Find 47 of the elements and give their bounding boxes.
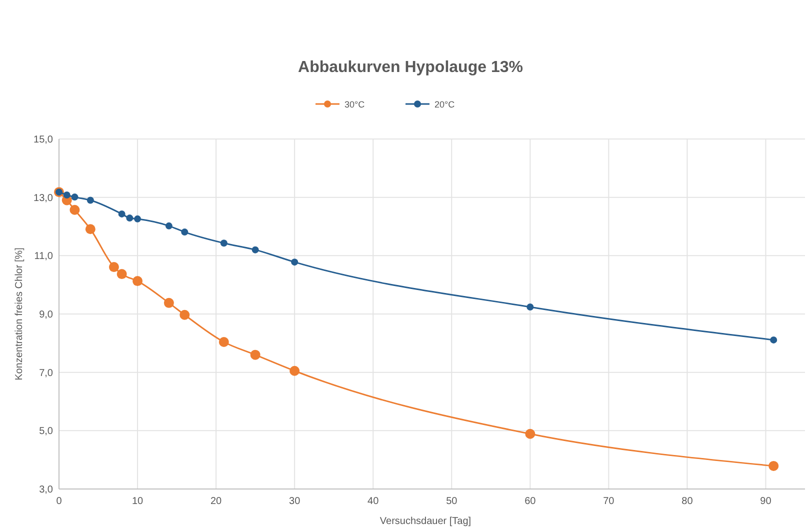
point: [70, 204, 80, 215]
point: [218, 337, 229, 347]
legend-label: 30°C: [344, 100, 366, 110]
point: [770, 336, 778, 344]
y-tick-label: 7,0: [39, 368, 54, 379]
point: [180, 310, 190, 320]
point: [134, 215, 142, 222]
point: [250, 350, 260, 360]
x-tick-label: 40: [368, 496, 380, 507]
point: [116, 269, 127, 280]
point: [181, 228, 188, 236]
y-tick-label: 5,0: [39, 426, 54, 438]
point: [86, 196, 94, 204]
chart-title: Abbaukurven Hypolauge 13%: [298, 59, 523, 76]
point: [165, 222, 172, 230]
y-tick-label: 11,0: [34, 251, 54, 262]
x-axis-title: Versuchsdauer [Tag]: [380, 516, 472, 527]
point: [71, 194, 78, 201]
point: [291, 258, 298, 266]
point: [132, 276, 143, 286]
point: [290, 366, 300, 376]
y-axis-title: Konzentration freies Chlor [%]: [14, 247, 25, 380]
point: [164, 298, 174, 308]
point: [63, 192, 70, 198]
point: [768, 460, 779, 471]
x-tick-label: 10: [132, 496, 144, 507]
x-tick-label: 80: [682, 496, 694, 507]
point: [108, 262, 119, 272]
legend-label: 20°C: [434, 100, 456, 110]
x-tick-label: 70: [603, 496, 615, 507]
y-tick-label: 15,0: [34, 134, 54, 146]
x-tick-label: 50: [446, 496, 458, 507]
point: [118, 210, 126, 218]
y-tick-label: 3,0: [39, 484, 54, 496]
point: [525, 428, 536, 439]
point: [252, 246, 259, 254]
x-tick-label: 90: [760, 496, 772, 507]
y-tick-label: 9,0: [39, 310, 54, 320]
point: [526, 304, 534, 310]
point: [220, 240, 228, 247]
x-tick-label: 60: [524, 496, 536, 507]
point: [126, 214, 134, 222]
y-tick-label: 13,0: [34, 192, 54, 204]
x-tick-label: 30: [289, 496, 301, 507]
x-tick-label: 20: [210, 496, 222, 507]
point: [85, 224, 96, 234]
x-tick-label: 0: [56, 496, 62, 507]
